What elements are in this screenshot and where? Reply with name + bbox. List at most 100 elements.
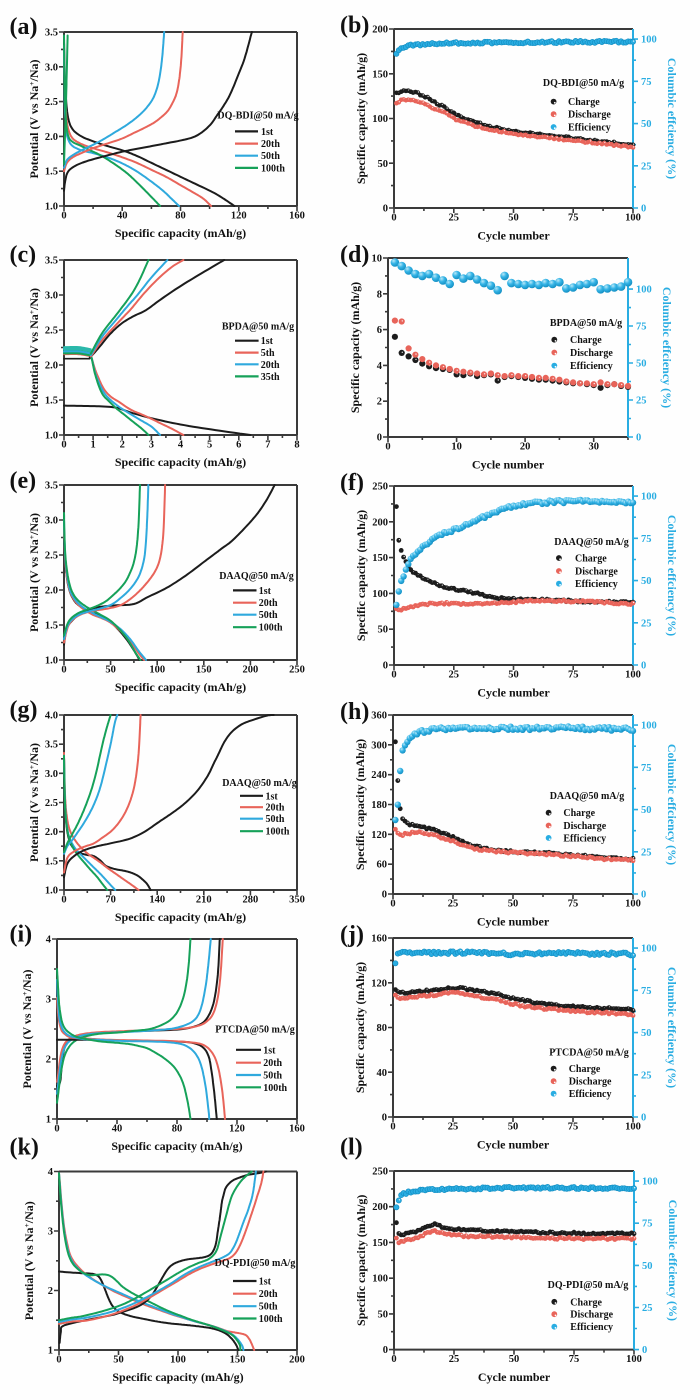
svg-text:4: 4 <box>48 1167 54 1178</box>
svg-text:150: 150 <box>196 665 212 676</box>
svg-text:200: 200 <box>243 665 259 676</box>
svg-text:3: 3 <box>149 440 154 451</box>
svg-text:Potential (V vs Na+/Na): Potential (V vs Na+/Na) <box>20 969 34 1088</box>
svg-text:Specific capacity (mAh/g): Specific capacity (mAh/g) <box>353 739 367 870</box>
svg-text:25: 25 <box>641 1070 652 1081</box>
svg-text:Specific capacity (mAh/g): Specific capacity (mAh/g) <box>354 1195 368 1326</box>
svg-text:Efficiency: Efficiency <box>570 1322 613 1333</box>
svg-text:150: 150 <box>230 1355 246 1366</box>
svg-text:100th: 100th <box>266 827 290 838</box>
svg-text:2: 2 <box>377 397 382 408</box>
svg-text:(g): (g) <box>10 697 38 723</box>
svg-text:50th: 50th <box>259 610 278 621</box>
svg-text:75: 75 <box>642 1219 653 1230</box>
svg-text:100: 100 <box>625 213 641 224</box>
svg-text:100: 100 <box>625 1122 641 1133</box>
svg-text:2: 2 <box>120 440 125 451</box>
svg-text:25: 25 <box>448 899 459 910</box>
svg-text:Columbic effciency (%): Columbic effciency (%) <box>665 744 679 865</box>
svg-text:25: 25 <box>636 396 647 407</box>
svg-text:75: 75 <box>568 213 579 224</box>
svg-text:40: 40 <box>117 211 128 222</box>
svg-text:2.0: 2.0 <box>45 827 58 838</box>
svg-text:3.5: 3.5 <box>45 28 58 39</box>
svg-text:(l): (l) <box>340 1135 363 1161</box>
svg-text:1st: 1st <box>261 127 274 138</box>
svg-text:0: 0 <box>641 890 646 901</box>
svg-text:1st: 1st <box>263 1045 276 1056</box>
svg-text:1st: 1st <box>266 791 279 802</box>
svg-text:Cycle number: Cycle number <box>477 686 550 700</box>
svg-text:3.0: 3.0 <box>45 769 58 780</box>
svg-text:(j): (j) <box>340 922 364 948</box>
svg-text:100: 100 <box>642 1177 658 1188</box>
svg-text:200: 200 <box>372 517 388 528</box>
svg-text:Cycle number: Cycle number <box>472 458 545 472</box>
svg-text:50th: 50th <box>266 814 285 825</box>
svg-text:Charge: Charge <box>563 808 595 819</box>
svg-text:0: 0 <box>56 1355 61 1366</box>
svg-text:Specific capacity (mAh/g): Specific capacity (mAh/g) <box>115 455 246 469</box>
svg-text:3.5: 3.5 <box>45 740 58 751</box>
svg-text:20th: 20th <box>266 803 285 814</box>
svg-text:50th: 50th <box>261 151 280 162</box>
svg-text:1.5: 1.5 <box>45 167 58 178</box>
svg-text:50: 50 <box>642 1261 653 1272</box>
svg-text:50: 50 <box>508 899 519 910</box>
svg-text:50: 50 <box>641 1028 652 1039</box>
svg-text:Discharge: Discharge <box>570 348 613 359</box>
svg-text:Columbic effciency (%): Columbic effciency (%) <box>665 967 679 1088</box>
svg-text:Efficiency: Efficiency <box>569 1089 612 1100</box>
svg-text:180: 180 <box>371 800 387 811</box>
svg-text:120: 120 <box>231 211 247 222</box>
svg-text:50: 50 <box>378 159 389 170</box>
svg-text:1st: 1st <box>259 1277 272 1288</box>
svg-text:0: 0 <box>391 1354 396 1365</box>
svg-text:8: 8 <box>294 440 299 451</box>
svg-text:DQ-BDI@50 mA/g: DQ-BDI@50 mA/g <box>543 78 624 89</box>
svg-text:100th: 100th <box>263 1083 287 1094</box>
svg-text:(f): (f) <box>340 470 364 496</box>
svg-text:3: 3 <box>46 995 51 1006</box>
svg-text:100th: 100th <box>259 1314 283 1325</box>
svg-text:0: 0 <box>383 204 388 215</box>
svg-text:100: 100 <box>149 665 165 676</box>
svg-text:(b): (b) <box>340 13 369 39</box>
svg-text:Specific capacity (mAh/g): Specific capacity (mAh/g) <box>354 53 368 184</box>
svg-text:Cycle number: Cycle number <box>477 1138 550 1152</box>
svg-text:75: 75 <box>641 77 652 88</box>
svg-text:100: 100 <box>372 114 388 125</box>
svg-text:5: 5 <box>207 440 212 451</box>
svg-text:PTCDA@50 mA/g: PTCDA@50 mA/g <box>215 1024 295 1035</box>
svg-text:Potential (V vs Na+/Na): Potential (V vs Na+/Na) <box>27 513 41 632</box>
svg-text:DAAQ@50 mA/g: DAAQ@50 mA/g <box>222 778 297 789</box>
svg-text:5th: 5th <box>261 348 275 359</box>
svg-text:Discharge: Discharge <box>563 821 606 832</box>
svg-text:DQ-PDI@50 mA/g: DQ-PDI@50 mA/g <box>215 1258 296 1269</box>
svg-text:3: 3 <box>48 1227 53 1238</box>
svg-text:25: 25 <box>641 161 652 172</box>
svg-text:1.0: 1.0 <box>45 656 58 667</box>
svg-text:80: 80 <box>175 211 186 222</box>
svg-text:120: 120 <box>371 978 387 989</box>
svg-text:1.0: 1.0 <box>45 202 58 213</box>
svg-text:1.5: 1.5 <box>45 621 58 632</box>
svg-text:50: 50 <box>636 359 647 370</box>
svg-text:6: 6 <box>377 325 382 336</box>
svg-text:75: 75 <box>568 670 579 681</box>
svg-text:2.5: 2.5 <box>45 326 58 337</box>
svg-text:Discharge: Discharge <box>569 1077 612 1088</box>
svg-text:60: 60 <box>377 860 388 871</box>
svg-text:3.0: 3.0 <box>45 62 58 73</box>
svg-text:100: 100 <box>641 35 657 46</box>
svg-text:Efficiency: Efficiency <box>563 833 606 844</box>
svg-text:4: 4 <box>178 440 184 451</box>
svg-text:4: 4 <box>46 935 52 946</box>
svg-text:2.5: 2.5 <box>45 551 58 562</box>
svg-text:2.0: 2.0 <box>45 586 58 597</box>
svg-text:50: 50 <box>105 665 116 676</box>
svg-text:120: 120 <box>371 830 387 841</box>
svg-text:10: 10 <box>451 442 462 453</box>
svg-text:4.0: 4.0 <box>45 711 58 722</box>
svg-text:1.0: 1.0 <box>45 431 58 442</box>
